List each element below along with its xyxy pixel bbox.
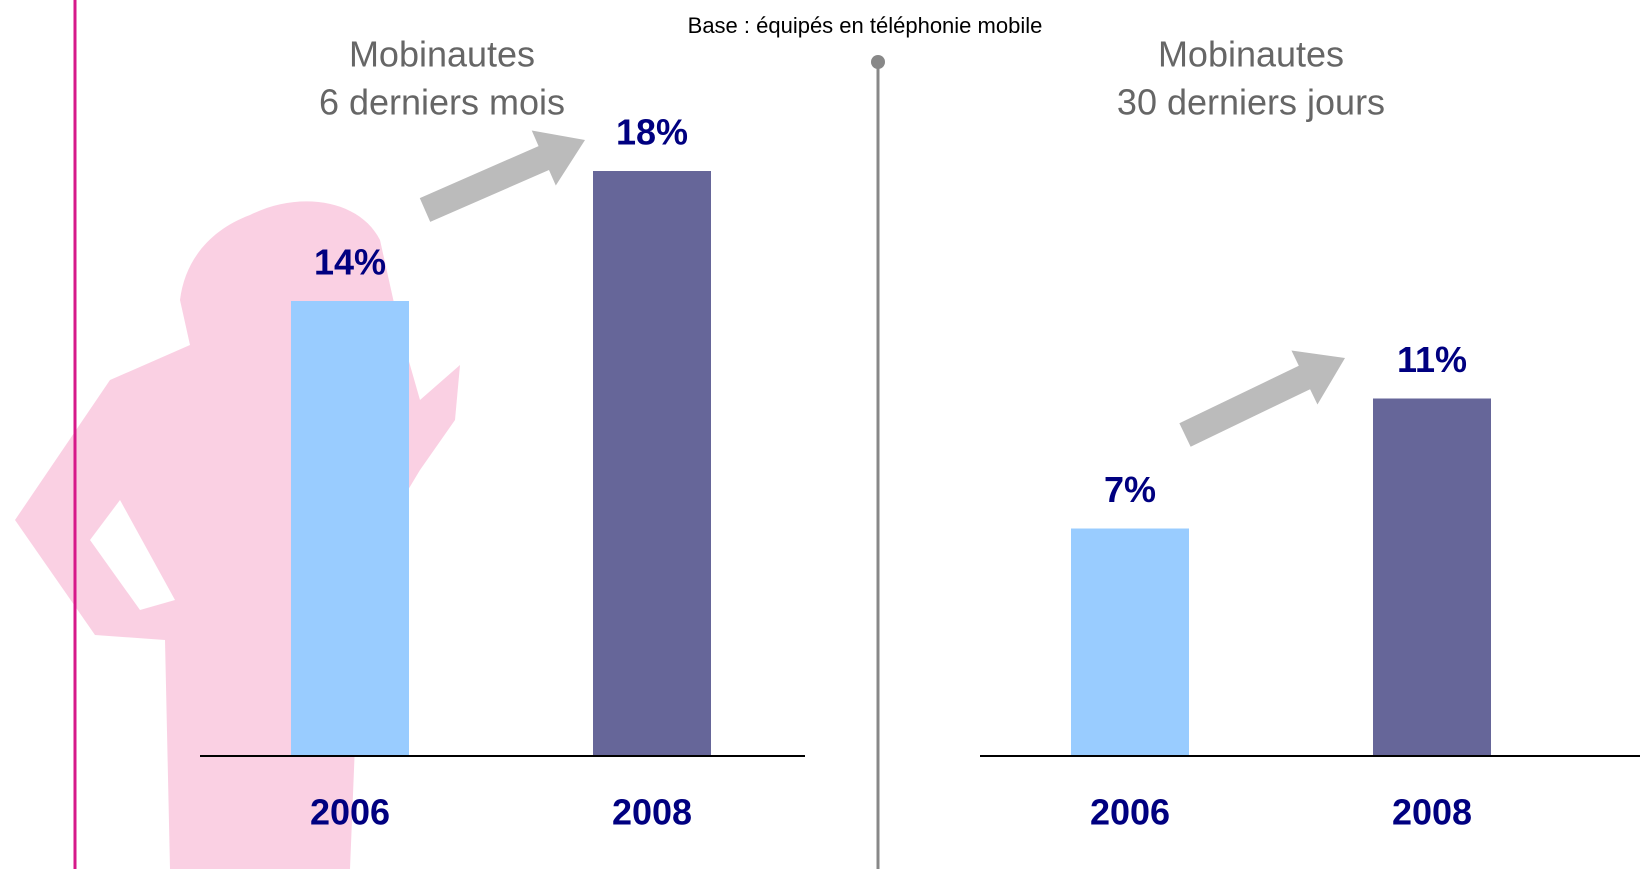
value-label: 18%	[616, 112, 688, 153]
value-label: 14%	[314, 242, 386, 283]
bar	[1071, 528, 1189, 756]
bar	[593, 171, 711, 756]
note: Base : équipés en téléphonie mobile	[688, 13, 1043, 38]
x-tick-label: 2008	[612, 792, 692, 833]
chart-title: Mobinautes	[1158, 34, 1344, 75]
trend-arrow	[419, 130, 585, 222]
x-tick-label: 2006	[1090, 792, 1170, 833]
x-tick-label: 2008	[1392, 792, 1472, 833]
charts: Mobinautes 6 derniers mois 14% 2006 18% 2008 M…	[200, 34, 1640, 833]
bar	[1373, 398, 1491, 756]
trend-arrow	[1179, 350, 1345, 447]
x-tick-label: 2006	[310, 792, 390, 833]
divider-dot	[871, 55, 885, 69]
value-label: 7%	[1104, 469, 1156, 510]
value-label: 11%	[1397, 339, 1467, 380]
chart-title: Mobinautes	[349, 34, 535, 75]
bar	[291, 301, 409, 756]
chart-title: 30 derniers jours	[1117, 82, 1385, 123]
chart-title: 6 derniers mois	[319, 82, 565, 123]
